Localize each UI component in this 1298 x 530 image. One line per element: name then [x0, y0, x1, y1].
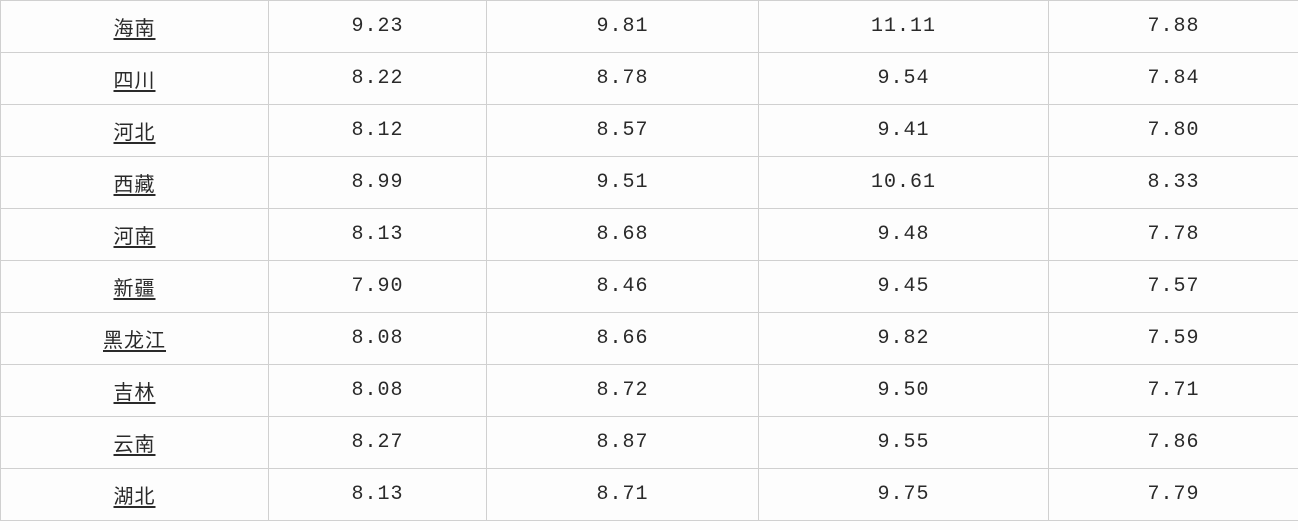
province-link[interactable]: 四川 — [114, 70, 156, 92]
province-cell[interactable]: 新疆 — [1, 261, 269, 313]
value-cell: 8.78 — [487, 53, 759, 105]
value-cell: 8.13 — [269, 469, 487, 521]
province-cell[interactable]: 湖北 — [1, 469, 269, 521]
province-link[interactable]: 湖北 — [114, 486, 156, 508]
value-cell: 8.46 — [487, 261, 759, 313]
table-row: 河南 8.13 8.68 9.48 7.78 — [1, 209, 1298, 261]
value-cell: 8.71 — [487, 469, 759, 521]
value-cell: 9.54 — [759, 53, 1049, 105]
value-cell: 8.72 — [487, 365, 759, 417]
table-row: 河北 8.12 8.57 9.41 7.80 — [1, 105, 1298, 157]
table-row: 黑龙江 8.08 8.66 9.82 7.59 — [1, 313, 1298, 365]
price-table: 海南 9.23 9.81 11.11 7.88 四川 8.22 8.78 9.5… — [0, 0, 1298, 521]
table-row: 云南 8.27 8.87 9.55 7.86 — [1, 417, 1298, 469]
value-cell: 8.12 — [269, 105, 487, 157]
value-cell: 9.48 — [759, 209, 1049, 261]
province-link[interactable]: 黑龙江 — [103, 330, 166, 352]
table-body: 海南 9.23 9.81 11.11 7.88 四川 8.22 8.78 9.5… — [1, 1, 1298, 521]
province-link[interactable]: 海南 — [114, 18, 156, 40]
value-cell: 8.87 — [487, 417, 759, 469]
province-cell[interactable]: 西藏 — [1, 157, 269, 209]
province-cell[interactable]: 河北 — [1, 105, 269, 157]
value-cell: 7.86 — [1049, 417, 1298, 469]
province-cell[interactable]: 河南 — [1, 209, 269, 261]
value-cell: 8.27 — [269, 417, 487, 469]
table-row: 西藏 8.99 9.51 10.61 8.33 — [1, 157, 1298, 209]
province-link[interactable]: 云南 — [114, 434, 156, 456]
value-cell: 8.08 — [269, 365, 487, 417]
table-row: 新疆 7.90 8.46 9.45 7.57 — [1, 261, 1298, 313]
value-cell: 9.51 — [487, 157, 759, 209]
province-cell[interactable]: 云南 — [1, 417, 269, 469]
value-cell: 7.88 — [1049, 1, 1298, 53]
province-link[interactable]: 吉林 — [114, 382, 156, 404]
province-link[interactable]: 新疆 — [114, 278, 156, 300]
value-cell: 7.84 — [1049, 53, 1298, 105]
value-cell: 7.59 — [1049, 313, 1298, 365]
value-cell: 11.11 — [759, 1, 1049, 53]
province-link[interactable]: 西藏 — [114, 174, 156, 196]
value-cell: 7.90 — [269, 261, 487, 313]
table-row: 四川 8.22 8.78 9.54 7.84 — [1, 53, 1298, 105]
value-cell: 9.81 — [487, 1, 759, 53]
table-row: 湖北 8.13 8.71 9.75 7.79 — [1, 469, 1298, 521]
value-cell: 9.50 — [759, 365, 1049, 417]
value-cell: 7.80 — [1049, 105, 1298, 157]
value-cell: 7.79 — [1049, 469, 1298, 521]
province-cell[interactable]: 吉林 — [1, 365, 269, 417]
province-link[interactable]: 河北 — [114, 122, 156, 144]
value-cell: 9.82 — [759, 313, 1049, 365]
value-cell: 8.08 — [269, 313, 487, 365]
value-cell: 8.13 — [269, 209, 487, 261]
value-cell: 9.75 — [759, 469, 1049, 521]
value-cell: 8.66 — [487, 313, 759, 365]
value-cell: 8.33 — [1049, 157, 1298, 209]
province-cell[interactable]: 黑龙江 — [1, 313, 269, 365]
table-row: 吉林 8.08 8.72 9.50 7.71 — [1, 365, 1298, 417]
value-cell: 8.99 — [269, 157, 487, 209]
province-link[interactable]: 河南 — [114, 226, 156, 248]
value-cell: 9.41 — [759, 105, 1049, 157]
value-cell: 8.22 — [269, 53, 487, 105]
value-cell: 7.71 — [1049, 365, 1298, 417]
value-cell: 9.55 — [759, 417, 1049, 469]
value-cell: 9.45 — [759, 261, 1049, 313]
value-cell: 9.23 — [269, 1, 487, 53]
value-cell: 8.68 — [487, 209, 759, 261]
province-cell[interactable]: 四川 — [1, 53, 269, 105]
value-cell: 10.61 — [759, 157, 1049, 209]
value-cell: 7.78 — [1049, 209, 1298, 261]
province-cell[interactable]: 海南 — [1, 1, 269, 53]
table-row: 海南 9.23 9.81 11.11 7.88 — [1, 1, 1298, 53]
value-cell: 7.57 — [1049, 261, 1298, 313]
value-cell: 8.57 — [487, 105, 759, 157]
